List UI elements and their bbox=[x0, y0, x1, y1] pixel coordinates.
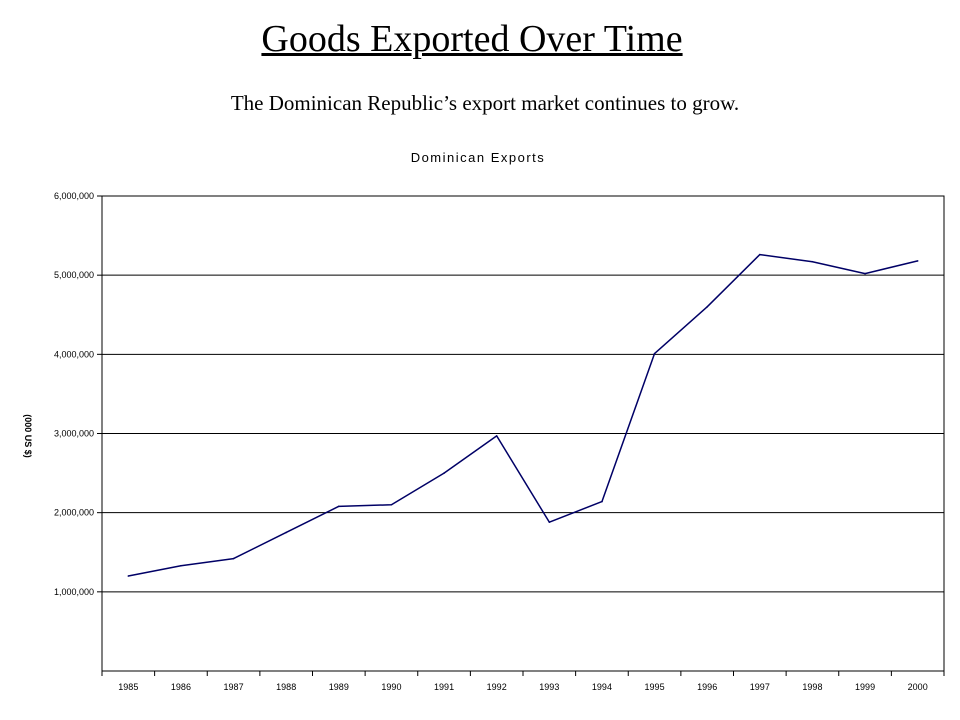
data-point bbox=[601, 500, 603, 503]
x-tick-label: 1989 bbox=[329, 682, 349, 692]
data-point bbox=[127, 575, 130, 577]
x-tick-labels: 1985 1986 1987 1988 1989 1990 1991 1992 1993 1994… bbox=[118, 682, 927, 692]
y-tick-label: 2,000,000 bbox=[54, 508, 94, 518]
data-point bbox=[811, 260, 814, 263]
x-tick-label: 1994 bbox=[592, 682, 612, 692]
data-point bbox=[180, 564, 182, 567]
x-tick-label: 1999 bbox=[855, 682, 875, 692]
data-point bbox=[653, 352, 656, 355]
x-tick-label: 1992 bbox=[487, 682, 507, 692]
x-tick-label: 1988 bbox=[276, 682, 296, 692]
y-axis-label: (000 US $) bbox=[23, 414, 33, 458]
series-layer bbox=[127, 253, 919, 577]
y-tick-label: 6,000,000 bbox=[54, 191, 94, 201]
y-tick-label: 4,000,000 bbox=[54, 349, 94, 359]
x-tick-label: 1997 bbox=[750, 682, 770, 692]
x-tick-label: 1990 bbox=[381, 682, 401, 692]
x-tick-label: 1995 bbox=[645, 682, 665, 692]
slide-subtitle: The Dominican Republic’s export market c… bbox=[230, 91, 740, 115]
y-tick-labels: 1,000,000 2,000,000 3,000,000 4,000,000 5,00… bbox=[54, 191, 94, 597]
data-point bbox=[495, 435, 498, 437]
chart-title: Dominican Exports bbox=[411, 150, 546, 165]
slide-title: Goods Exported Over Time bbox=[261, 18, 683, 60]
data-point bbox=[390, 503, 393, 506]
y-tick-label: 1,000,000 bbox=[54, 587, 94, 597]
data-point bbox=[759, 253, 761, 256]
x-tick-label: 1993 bbox=[539, 682, 559, 692]
x-tick-label: 1998 bbox=[802, 682, 822, 692]
x-tick-label: 1996 bbox=[697, 682, 717, 692]
x-tick-label: 1991 bbox=[434, 682, 454, 692]
series-line bbox=[128, 253, 918, 577]
axes bbox=[97, 195, 945, 676]
data-point bbox=[864, 272, 866, 275]
data-point bbox=[916, 260, 919, 262]
gridlines bbox=[102, 195, 944, 593]
data-point bbox=[338, 505, 340, 508]
x-tick-label: 1986 bbox=[171, 682, 191, 692]
y-tick-label: 3,000,000 bbox=[54, 429, 94, 439]
x-tick-label: 1987 bbox=[224, 682, 244, 692]
data-point bbox=[706, 306, 708, 308]
y-tick-label: 5,000,000 bbox=[54, 270, 94, 280]
data-point bbox=[285, 531, 287, 534]
x-tick-label: 1985 bbox=[118, 682, 138, 692]
data-point bbox=[232, 557, 235, 560]
data-point bbox=[548, 521, 551, 523]
x-tick-label: 2000 bbox=[908, 682, 928, 692]
data-point bbox=[443, 472, 445, 474]
